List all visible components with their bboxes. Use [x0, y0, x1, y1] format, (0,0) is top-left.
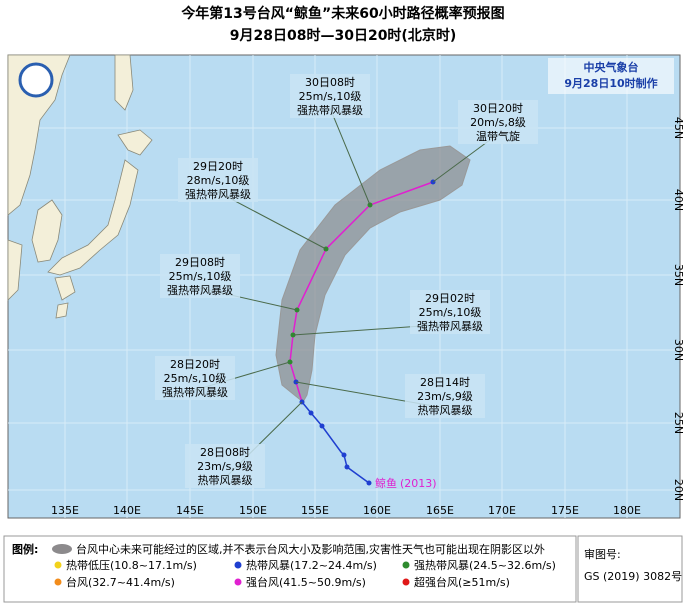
longitude-label: 145E — [176, 504, 204, 517]
callout-category: 强热带风暴级 — [417, 320, 483, 333]
legend-items: 热带低压(10.8~17.1m/s) 热带风暴(17.2~24.4m/s) 强热带风… — [54, 559, 556, 589]
callout-time: 30日20时 — [473, 102, 523, 115]
legend-dot — [234, 561, 242, 569]
legend: 图例: 台风中心未来可能经过的区域,并不表示台风大小及影响范围,灾害性天气也可能… — [3, 535, 683, 603]
callout-box — [405, 374, 485, 418]
longitude-label: 170E — [488, 504, 516, 517]
issue-time: 9月28日10时制作 — [564, 76, 657, 90]
longitude-label: 140E — [113, 504, 141, 517]
axis-labels: 135E 140E 145E 150E 155E 160E 165E 170E 175E 180E… — [51, 117, 685, 517]
legend-dot — [234, 578, 242, 586]
storm-name: 鲸鱼 — [375, 476, 397, 490]
cone-description: 台风中心未来可能经过的区域,并不表示台风大小及影响范围,灾害性天气也可能出现在阴… — [76, 542, 545, 556]
callout-category: 强热带风暴级 — [162, 386, 228, 399]
agency-name: 中央气象台 — [584, 60, 639, 74]
legend-label: 强台风(41.5~50.9m/s) — [246, 575, 366, 589]
callout-category: 强热带风暴级 — [297, 104, 363, 117]
legend-dot — [402, 578, 410, 586]
callout-box — [410, 290, 490, 334]
callout-wind: 23m/s,9级 — [197, 460, 253, 473]
callout-category: 热带风暴级 — [198, 474, 253, 487]
logo — [18, 62, 54, 98]
latitude-label: 45N — [672, 117, 685, 139]
callout-wind: 20m/s,8级 — [470, 116, 526, 129]
storm-code: (2013) — [400, 477, 437, 490]
callout-wind: 25m/s,10级 — [164, 372, 227, 385]
review-number: GS (2019) 3082号 — [584, 570, 682, 583]
legend-label: 超强台风(≥51m/s) — [414, 575, 510, 589]
callout-leader — [329, 107, 371, 206]
longitude-label: 160E — [363, 504, 391, 517]
land — [7, 54, 153, 319]
callout-wind: 28m/s,10级 — [187, 174, 250, 187]
legend-dot — [402, 561, 410, 569]
latitude-label: 20N — [672, 479, 685, 501]
callout-category: 热带风暴级 — [418, 404, 473, 417]
callout-box — [458, 100, 538, 144]
legend-dot — [54, 578, 62, 586]
callout-time: 28日14时 — [420, 376, 470, 389]
longitude-label: 175E — [551, 504, 579, 517]
latitude-label: 35N — [672, 264, 685, 286]
callout-time: 29日08时 — [175, 256, 225, 269]
callout-box — [160, 254, 240, 298]
callout-time: 30日08时 — [305, 76, 355, 89]
legend-label: 台风(32.7~41.4m/s) — [66, 575, 175, 589]
latitude-label: 25N — [672, 412, 685, 434]
sea — [7, 54, 681, 519]
legend-label: 热带低压(10.8~17.1m/s) — [66, 559, 197, 572]
legend-label: 热带风暴(17.2~24.4m/s) — [246, 559, 377, 572]
callout-wind: 25m/s,10级 — [169, 270, 232, 283]
longitude-label: 155E — [301, 504, 329, 517]
legend-box — [3, 535, 577, 603]
longitude-label: 180E — [613, 504, 641, 517]
longitude-label: 135E — [51, 504, 79, 517]
callout-box — [155, 356, 235, 400]
callout-category: 强热带风暴级 — [167, 284, 233, 297]
review-label: 审图号: — [584, 547, 621, 561]
cone-icon — [52, 544, 72, 554]
legend-title: 图例: — [12, 542, 38, 556]
latitude-label: 40N — [672, 189, 685, 211]
callout-time: 28日08时 — [200, 446, 250, 459]
agency-box — [548, 58, 674, 94]
callout-wind: 25m/s,10级 — [299, 90, 362, 103]
latitude-label: 30N — [672, 339, 685, 361]
callout-wind: 25m/s,10级 — [419, 306, 482, 319]
legend-label: 强热带风暴(24.5~32.6m/s) — [414, 559, 556, 572]
review-box — [577, 535, 683, 603]
callout-category: 强热带风暴级 — [185, 188, 251, 201]
callout-box — [178, 158, 258, 202]
callout-box — [185, 444, 265, 488]
callout-category: 温带气旋 — [476, 129, 520, 143]
forecast-track — [289, 181, 434, 403]
longitude-label: 150E — [239, 504, 267, 517]
callout-time: 29日02时 — [425, 292, 475, 305]
subtitle: 9月28日08时—30日20时(北京时) — [230, 27, 456, 44]
callout-time: 29日20时 — [193, 160, 243, 173]
callout-wind: 23m/s,9级 — [417, 390, 473, 403]
longitude-label: 165E — [426, 504, 454, 517]
callout-time: 28日20时 — [170, 358, 220, 371]
callout-box — [290, 74, 370, 118]
map: 中央气象台 9月28日10时制作 鲸鱼 (2013) 30日08时25m/s,1… — [7, 54, 685, 519]
title: 今年第13号台风“鲸鱼”未来60小时路径概率预报图 — [180, 5, 504, 22]
legend-dot — [54, 561, 62, 569]
